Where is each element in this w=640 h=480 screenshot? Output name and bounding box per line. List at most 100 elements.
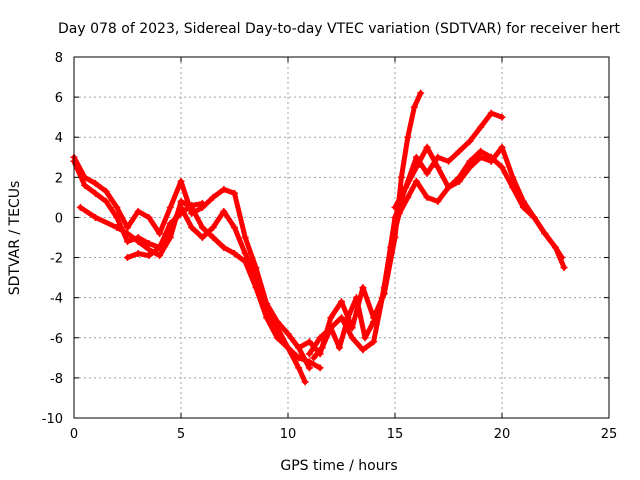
data-point bbox=[241, 250, 249, 258]
data-point bbox=[91, 179, 99, 187]
data-point bbox=[113, 203, 121, 211]
data-point bbox=[91, 213, 99, 221]
data-point bbox=[445, 157, 452, 165]
data-point bbox=[338, 298, 345, 306]
series-track-4 bbox=[124, 199, 206, 262]
data-point bbox=[466, 157, 474, 165]
data-point bbox=[273, 324, 281, 332]
data-point bbox=[387, 244, 395, 252]
data-point bbox=[477, 153, 485, 161]
data-point bbox=[378, 294, 386, 302]
data-point bbox=[177, 209, 185, 217]
data-point bbox=[412, 177, 420, 185]
data-point bbox=[558, 254, 566, 262]
data-point bbox=[91, 189, 99, 197]
data-point bbox=[305, 358, 313, 366]
data-point bbox=[284, 344, 292, 352]
data-point bbox=[395, 209, 403, 217]
data-point bbox=[209, 223, 217, 231]
data-point bbox=[412, 153, 420, 161]
data-point bbox=[166, 219, 174, 227]
data-point bbox=[209, 193, 217, 201]
data-point bbox=[338, 314, 345, 322]
data-point bbox=[397, 173, 405, 181]
data-point bbox=[404, 133, 412, 141]
data-point bbox=[498, 143, 506, 151]
x-axis-label: GPS time / hours bbox=[280, 458, 397, 474]
data-point bbox=[310, 354, 318, 362]
data-point bbox=[124, 223, 131, 231]
data-point bbox=[188, 223, 196, 231]
data-point bbox=[166, 203, 174, 211]
data-point bbox=[198, 199, 206, 207]
data-point bbox=[455, 177, 463, 185]
data-point bbox=[361, 334, 369, 342]
data-point bbox=[359, 346, 367, 354]
y-tick-label: 2 bbox=[55, 171, 63, 186]
data-point bbox=[145, 246, 153, 254]
data-point bbox=[124, 229, 131, 237]
data-point bbox=[220, 185, 228, 193]
x-tick-label: 15 bbox=[387, 427, 404, 442]
data-point bbox=[124, 238, 131, 246]
x-tick-label: 20 bbox=[494, 427, 511, 442]
data-point bbox=[327, 314, 335, 322]
data-point bbox=[487, 157, 495, 165]
data-point bbox=[102, 197, 110, 205]
data-point bbox=[295, 354, 303, 362]
y-tick-label: 6 bbox=[55, 91, 63, 106]
data-point bbox=[498, 113, 506, 121]
data-point bbox=[477, 147, 485, 155]
data-point bbox=[466, 163, 474, 171]
data-point bbox=[335, 344, 343, 352]
plot-area bbox=[70, 89, 568, 386]
data-point bbox=[145, 240, 153, 248]
data-point bbox=[273, 334, 281, 342]
data-point bbox=[477, 123, 485, 131]
data-point bbox=[530, 213, 538, 221]
y-axis-label: SDTVAR / TECUs bbox=[7, 181, 23, 296]
y-tick-label: 4 bbox=[55, 131, 63, 146]
data-point bbox=[188, 201, 196, 209]
data-point bbox=[76, 203, 84, 211]
data-point bbox=[134, 250, 142, 258]
series-track-3 bbox=[76, 197, 324, 372]
chart-title: Day 078 of 2023, Sidereal Day-to-day VTE… bbox=[58, 21, 620, 37]
data-point bbox=[284, 330, 292, 338]
data-point bbox=[241, 258, 249, 266]
data-point bbox=[352, 294, 360, 302]
data-point bbox=[370, 318, 378, 326]
data-point bbox=[177, 197, 185, 205]
data-point bbox=[241, 234, 249, 241]
data-point bbox=[498, 163, 506, 171]
data-point bbox=[348, 334, 356, 342]
y-tick-label: 0 bbox=[55, 211, 63, 226]
data-point bbox=[466, 137, 474, 145]
data-point bbox=[370, 338, 378, 346]
data-point bbox=[198, 223, 206, 231]
data-point bbox=[316, 334, 324, 342]
plot-frame bbox=[73, 56, 610, 419]
data-point bbox=[445, 183, 452, 191]
data-point bbox=[410, 103, 418, 111]
data-point bbox=[541, 229, 549, 237]
data-point bbox=[220, 244, 228, 252]
data-point bbox=[509, 173, 517, 181]
y-tick-label: -8 bbox=[50, 372, 63, 387]
data-point bbox=[348, 324, 356, 332]
x-tick-label: 10 bbox=[280, 427, 297, 442]
data-point bbox=[231, 189, 238, 197]
data-point bbox=[327, 324, 335, 332]
data-point bbox=[295, 344, 303, 352]
data-point bbox=[344, 314, 352, 322]
data-point bbox=[145, 252, 153, 260]
data-point bbox=[391, 203, 399, 211]
series-line bbox=[77, 198, 323, 371]
axis-ticks: 0 5 10 15 20 25 -10 -8 -6 -4 -2 0 2 4 6 8 bbox=[42, 51, 618, 442]
data-point bbox=[434, 197, 442, 205]
y-tick-label: 8 bbox=[55, 51, 63, 66]
series-track-8 bbox=[391, 143, 566, 262]
data-point bbox=[412, 163, 420, 171]
data-point bbox=[124, 254, 131, 262]
